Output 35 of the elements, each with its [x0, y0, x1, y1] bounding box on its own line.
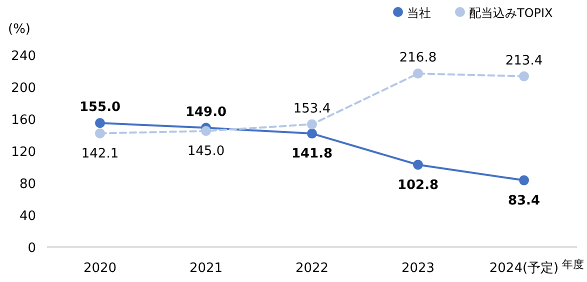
y-tick-label: 120	[11, 145, 36, 160]
data-label: 153.4	[293, 101, 331, 116]
data-label: 155.0	[79, 100, 121, 115]
point	[95, 118, 105, 128]
y-tick-label: 160	[11, 113, 36, 128]
x-tick-label: 2023	[401, 261, 435, 276]
data-label: 149.0	[185, 104, 227, 120]
point	[413, 160, 423, 170]
x-tick-label: 2024(予定)	[489, 261, 559, 276]
x-tick-label: 2022	[295, 261, 329, 276]
point	[307, 119, 317, 130]
point	[413, 68, 423, 79]
x-tick-label: 2021	[189, 261, 223, 276]
data-label: 216.8	[399, 50, 437, 66]
point	[519, 71, 529, 82]
y-tick-label: 200	[11, 81, 36, 96]
point	[519, 175, 529, 186]
data-label: 83.4	[508, 193, 540, 208]
y-tick-label: 240	[11, 49, 36, 64]
y-axis-title: (%)	[8, 22, 30, 37]
data-label: 145.0	[187, 144, 225, 159]
point	[95, 128, 105, 138]
y-tick-label: 80	[19, 177, 36, 192]
data-label: 142.1	[81, 146, 119, 162]
legend-label: 配当込みTOPIX	[469, 6, 553, 20]
point	[307, 128, 317, 139]
point	[201, 126, 211, 136]
y-tick-label: 40	[19, 209, 36, 224]
x-tick-label: 2020	[83, 261, 117, 276]
data-label: 102.8	[397, 178, 439, 193]
data-label: 141.8	[291, 146, 333, 162]
x-axis-title: 年度	[562, 258, 584, 271]
y-tick-label: 0	[28, 241, 36, 256]
legend-label: 当社	[407, 6, 431, 20]
data-label: 213.4	[505, 53, 543, 68]
